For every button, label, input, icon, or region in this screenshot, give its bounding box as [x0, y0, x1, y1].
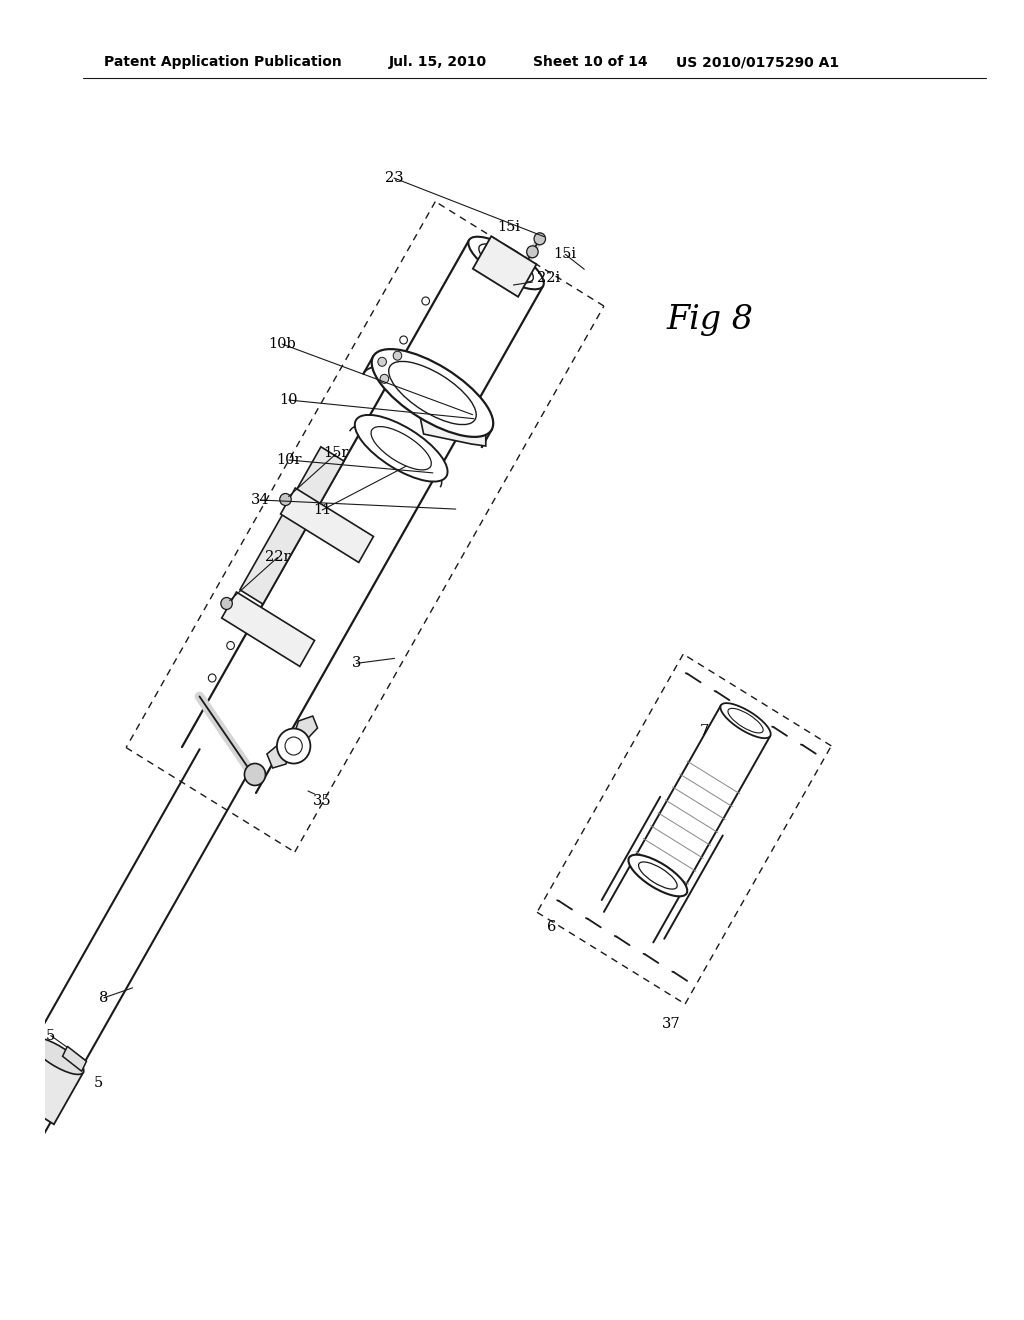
Ellipse shape — [372, 348, 494, 437]
Polygon shape — [294, 715, 317, 741]
Circle shape — [535, 232, 546, 244]
Ellipse shape — [354, 414, 447, 482]
Circle shape — [422, 297, 429, 305]
Text: 5: 5 — [46, 1028, 55, 1043]
Text: 10: 10 — [280, 393, 298, 407]
Text: 5: 5 — [94, 1076, 103, 1090]
Polygon shape — [419, 401, 485, 446]
Text: US 2010/0175290 A1: US 2010/0175290 A1 — [676, 55, 839, 69]
Circle shape — [393, 351, 401, 360]
Text: 10r: 10r — [276, 453, 301, 467]
Ellipse shape — [31, 1038, 84, 1074]
Text: Sheet 10 of 14: Sheet 10 of 14 — [532, 55, 647, 69]
Ellipse shape — [629, 854, 687, 896]
Ellipse shape — [639, 862, 677, 890]
Text: 11: 11 — [313, 503, 332, 517]
Ellipse shape — [285, 737, 302, 755]
Text: 15i: 15i — [498, 220, 521, 234]
Text: Fig 8: Fig 8 — [667, 304, 754, 337]
Circle shape — [221, 598, 232, 610]
Polygon shape — [281, 488, 374, 562]
Polygon shape — [221, 593, 314, 667]
Text: Jul. 15, 2010: Jul. 15, 2010 — [389, 55, 487, 69]
Ellipse shape — [721, 704, 771, 738]
Ellipse shape — [276, 729, 310, 763]
Circle shape — [245, 763, 265, 785]
Circle shape — [378, 358, 386, 367]
Ellipse shape — [389, 362, 476, 425]
Text: 6: 6 — [547, 920, 556, 935]
Text: 22r: 22r — [265, 550, 290, 565]
Circle shape — [226, 642, 234, 649]
Ellipse shape — [468, 236, 544, 289]
Circle shape — [526, 246, 539, 257]
Polygon shape — [240, 446, 344, 605]
Text: 3: 3 — [351, 656, 361, 671]
Polygon shape — [379, 360, 418, 397]
Circle shape — [208, 675, 216, 682]
Circle shape — [399, 337, 408, 345]
Text: 23: 23 — [385, 172, 403, 185]
Text: 8: 8 — [99, 991, 109, 1005]
Polygon shape — [1, 1040, 83, 1125]
Ellipse shape — [0, 1131, 29, 1163]
Text: 15r: 15r — [324, 446, 349, 461]
Ellipse shape — [0, 1135, 23, 1159]
Ellipse shape — [371, 426, 431, 470]
Text: 15i: 15i — [554, 247, 577, 261]
Text: 22i: 22i — [538, 271, 560, 285]
Text: 35: 35 — [312, 795, 332, 808]
Text: 7: 7 — [699, 723, 709, 738]
Polygon shape — [62, 1047, 86, 1072]
Ellipse shape — [728, 709, 763, 733]
Circle shape — [280, 494, 291, 506]
Text: 10b: 10b — [268, 337, 296, 351]
Ellipse shape — [479, 244, 534, 282]
Circle shape — [380, 375, 389, 383]
Polygon shape — [473, 236, 537, 297]
Text: 34: 34 — [251, 492, 269, 507]
Polygon shape — [267, 746, 289, 768]
Text: 37: 37 — [662, 1016, 680, 1031]
Text: Patent Application Publication: Patent Application Publication — [104, 55, 342, 69]
